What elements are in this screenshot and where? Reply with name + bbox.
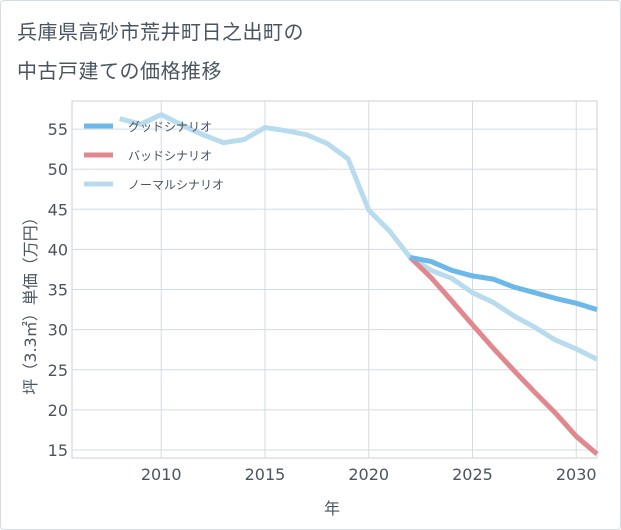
chart-title-line2: 中古戸建ての価格推移	[17, 59, 222, 83]
y-tick-label: 20	[48, 401, 68, 420]
x-tick-label: 2025	[452, 465, 493, 484]
series-line-3	[119, 112, 599, 362]
x-tick-label: 2030	[556, 465, 597, 484]
plot-area-border	[71, 100, 598, 459]
y-tick-label: 15	[48, 441, 68, 460]
y-tick-label: 40	[48, 240, 68, 259]
x-axis-label: 年	[324, 499, 340, 518]
y-axis-label: 坪（3.3㎡）単価（万円）	[21, 209, 40, 394]
y-tick-label: 30	[48, 321, 68, 340]
y-tick-label: 50	[48, 160, 68, 179]
y-tick-label: 35	[48, 281, 68, 300]
series-line-1	[409, 254, 598, 312]
legend-label-3: ノーマルシナリオ	[128, 178, 224, 192]
y-tick-label: 55	[48, 120, 68, 139]
chart-title-line1: 兵庫県高砂市荒井町日之出町の	[17, 20, 304, 44]
legend-label-2: バッドシナリオ	[128, 149, 212, 163]
x-tick-label: 2020	[348, 465, 389, 484]
lines-layer	[119, 112, 599, 456]
grid-layer	[71, 100, 598, 459]
series-line-2	[408, 255, 599, 456]
y-tick-label: 45	[48, 200, 68, 219]
legend-label-1: グッドシナリオ	[128, 120, 212, 134]
x-tick-label: 2010	[141, 465, 182, 484]
y-tick-label: 25	[48, 361, 68, 380]
x-tick-label: 2015	[245, 465, 286, 484]
